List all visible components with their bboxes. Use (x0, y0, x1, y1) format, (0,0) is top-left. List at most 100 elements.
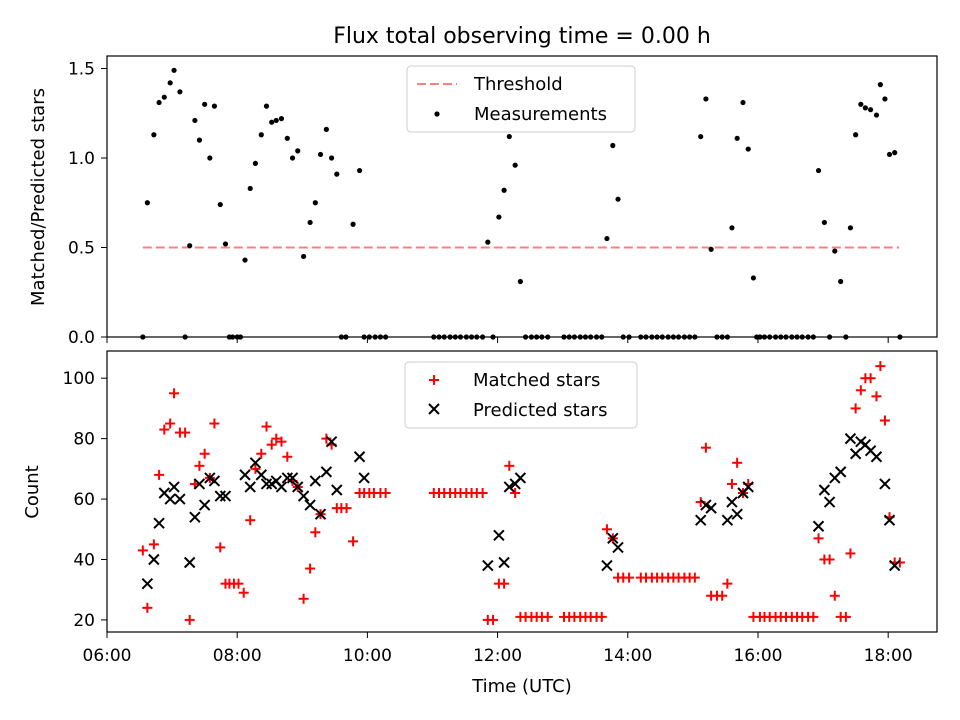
predicted-star-marker (320, 466, 333, 478)
measurement-point (156, 99, 162, 106)
predicted-x-b (270, 475, 282, 487)
predicted-x-b (208, 475, 221, 487)
matched-star-marker (165, 418, 176, 429)
matched-star-marker (865, 373, 876, 384)
top-y-axis-label: Matched/Predicted stars (28, 88, 49, 306)
measurement-point (247, 185, 253, 192)
predicted-x-b (353, 451, 366, 463)
predicted-x-b (189, 511, 201, 523)
measurement-point (604, 235, 610, 242)
bottom-y-tick-label: 80 (73, 430, 95, 450)
matched-star-marker (305, 563, 316, 574)
predicted-x-b (823, 496, 836, 508)
predicted-star-marker (153, 517, 165, 529)
matched-star-marker (717, 590, 728, 601)
matched-star-marker (596, 611, 607, 622)
predicted-x-b (214, 490, 226, 502)
matched-star-marker (298, 593, 309, 604)
predicted-star-marker (694, 514, 707, 526)
measurement-point (610, 142, 616, 149)
matched-star-marker (159, 424, 170, 435)
measurement-point (323, 126, 329, 132)
predicted-star-marker (198, 499, 211, 511)
predicted-star-marker (870, 451, 883, 463)
matched-star-marker (256, 448, 267, 459)
measurement-point (242, 257, 248, 263)
measurement-point (295, 148, 301, 154)
predicted-star-marker (493, 529, 505, 542)
predicted-x-b (870, 451, 883, 463)
predicted-x-b (183, 556, 196, 569)
measurement-point (284, 135, 290, 141)
predicted-x-b (493, 529, 505, 542)
measurement-point (838, 278, 844, 285)
matched-star-marker (261, 421, 272, 432)
measurement-point (496, 214, 502, 220)
matched-star-marker (879, 415, 890, 426)
measurement-point (740, 99, 746, 106)
predicted-star-marker (503, 481, 516, 493)
predicted-x-b (498, 556, 510, 569)
measurement-point (144, 200, 150, 206)
predicted-x-b (864, 445, 877, 457)
bottom-y-tick-label: 60 (73, 490, 95, 510)
bottom-axes-frame (106, 350, 938, 633)
x-tick-label: 10:00 (343, 646, 392, 666)
predicted-x-b (164, 493, 176, 505)
matched-legend-label: Matched stars (473, 370, 600, 391)
matched-star-marker (184, 614, 195, 625)
measurement-point (485, 239, 491, 245)
x-tick-label: 08:00 (213, 646, 262, 666)
predicted-x-b (849, 448, 862, 460)
matched-star-marker (380, 488, 391, 499)
predicted-star-marker (823, 496, 836, 508)
matched-star-marker (510, 488, 521, 499)
matched-star-marker (824, 554, 835, 565)
matched-star-marker (477, 488, 488, 499)
x-tick-label: 12:00 (473, 646, 522, 666)
predicted-x-b (219, 490, 232, 502)
predicted-star-marker (297, 490, 310, 502)
predicted-x-b (320, 466, 333, 478)
predicted-x-b (244, 481, 256, 493)
matched-star-marker (850, 403, 861, 414)
top-y-tick-label: 1.5 (68, 60, 95, 80)
predicted-x-b (148, 553, 160, 566)
matched-star-marker (624, 572, 635, 583)
predicted-x-b (239, 469, 251, 481)
predicted-star-marker (214, 490, 226, 502)
measurement-point (307, 219, 313, 226)
predicted-x-b (514, 472, 527, 484)
predicted-x-b (855, 435, 867, 448)
predicted-x-b (731, 508, 743, 520)
predicted-star-marker (286, 472, 299, 484)
bottom-y-tick-label: 40 (73, 550, 95, 570)
matched-star-marker (341, 503, 352, 514)
x-tick-label: 14:00 (603, 646, 652, 666)
predicted-x-b (859, 438, 872, 451)
measurement-point (517, 278, 523, 285)
measurement-point (177, 89, 183, 95)
measurement-point (167, 80, 173, 86)
predicted-star-marker (607, 532, 619, 545)
predicted-star-marker (721, 514, 734, 526)
predicted-x-b (612, 541, 624, 554)
measurement-point (217, 201, 223, 208)
predicted-star-marker (314, 508, 327, 520)
predicted-star-marker (174, 493, 186, 505)
predicted-star-marker (219, 490, 232, 502)
measurement-point (161, 94, 167, 100)
measurement-point (862, 105, 868, 111)
matched-star-marker (266, 439, 277, 450)
predicted-x-b (482, 559, 494, 572)
bottom-legend: Matched stars Predicted stars (404, 361, 638, 429)
predicted-star-marker (164, 493, 176, 505)
predicted-star-marker (731, 508, 743, 520)
predicted-star-marker (183, 556, 196, 569)
measurement-point (745, 146, 751, 152)
predicted-x-b (309, 475, 322, 487)
matched-star-marker (282, 451, 293, 462)
predicted-x-b (286, 472, 299, 484)
matched-star-marker (199, 448, 210, 459)
